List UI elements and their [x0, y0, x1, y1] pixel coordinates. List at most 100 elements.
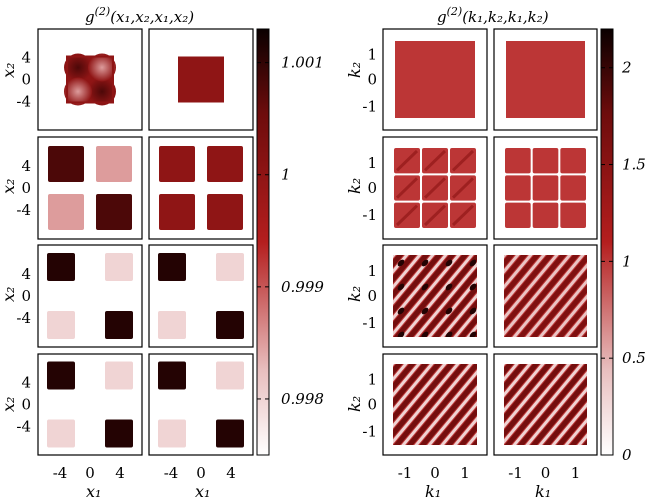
right-panel-r3c1-stripe-hi--4 — [393, 255, 430, 299]
right-panel-r4c1-stripe-hi-3 — [445, 407, 477, 445]
left-xtick-c1-1: 0 — [85, 464, 95, 482]
right-panel-r2c2-cell-1-0 — [532, 148, 559, 174]
right-panel-r4c2-stripe-lo--1 — [512, 364, 584, 445]
right-panel-r3c2-stripe-lo-4 — [577, 325, 587, 337]
right-panel-r3c2-stripe-lo-8 — [615, 235, 650, 357]
right-panel-r3c1-stripe-lo-1 — [427, 277, 477, 337]
right-panel-r3c1-stripe-hi-4 — [458, 314, 477, 337]
right-panel-r4c1-stripe-hi--5 — [393, 364, 416, 392]
right-panel-r3c2-stripe-hi-2 — [543, 284, 587, 337]
left-y-label-3: x₂ — [0, 287, 18, 302]
right-panel-r3c1-stripe-hi--6 — [393, 255, 404, 268]
right-panel-r3c1-dot-0-3 — [397, 331, 405, 337]
right-panel-r4c2-stripe-lo-3 — [564, 417, 587, 445]
right-panel-r4c1-stripes — [393, 344, 650, 465]
left-panel-r3c1-block-1 — [105, 311, 133, 339]
right-panel-r4c2-stripe-hi--2 — [504, 364, 566, 438]
right-panel-r2c2-cell-0-1 — [505, 175, 531, 201]
right-y-label-4: k₂ — [345, 396, 364, 412]
right-panel-r2c1-swirl-2-2 — [451, 204, 475, 227]
right-panel-r3c2-stripe-lo--7 — [504, 255, 507, 259]
right-panel-r4c1-stripe-lo-19 — [647, 344, 650, 465]
right-panel-r3c1-stripe-lo-19 — [647, 235, 650, 357]
right-panel-r2c1-swirl-2-1 — [451, 177, 475, 199]
right-panel-r3c1-stripe-hi-2 — [432, 283, 477, 337]
right-panel-r4c1-stripe-lo-0 — [414, 369, 477, 445]
right-x-label-1: k₁ — [425, 482, 441, 501]
right-panel-r3c1-dot-1-2 — [421, 307, 429, 315]
right-ytick-r2-0: 1 — [367, 154, 377, 172]
right-colorbar-label-4: 0 — [622, 446, 632, 464]
left-ytick-r4-2: -4 — [16, 418, 31, 436]
right-ytick-r2-1: 0 — [367, 179, 377, 197]
right-y-label-1: k₂ — [345, 62, 364, 78]
right-panel-r2c1-swirl-2-0 — [451, 149, 475, 172]
right-y-label-3: k₂ — [345, 286, 364, 302]
right-panel-r4c2-stripe-hi-4 — [569, 423, 587, 445]
right-title: g(2)(k₁,k₂,k₁,k₂) — [437, 5, 549, 26]
right-panel-r3c1-stripe-lo--7 — [393, 255, 396, 259]
right-panel-r2c2-cell-0-0 — [505, 148, 531, 174]
right-panel-r2c1-swirl-1-1 — [423, 177, 447, 199]
right-panel-r4c2-stripe-lo-1 — [538, 386, 587, 445]
right-panel-r3c2-stripe-lo--2 — [504, 255, 572, 337]
left-ytick-r1-1: 0 — [21, 71, 31, 89]
right-panel-r3c2-stripe-hi-0 — [517, 255, 587, 337]
right-panel-r3c2-stripe-lo--6 — [504, 255, 520, 274]
right-panel-r3c1-stripe-hi--3 — [393, 255, 443, 315]
left-panel-r1c1-lobe-3 — [64, 77, 92, 106]
right-panel-r3c1-dot-3-3 — [469, 331, 477, 337]
right-panel-r4c1-stripe-lo-4 — [466, 432, 477, 445]
right-panel-r2c2-cell-2-1 — [560, 175, 586, 201]
right-panel-r3c2-stripes — [504, 235, 650, 357]
right-panel-r4c2-stripe-hi--4 — [504, 364, 540, 407]
left-ytick-r3-1: 0 — [21, 287, 31, 305]
right-panel-r3c1-dot-2-0 — [445, 259, 453, 267]
right-panel-r3c1-dot-2-3 — [445, 331, 453, 337]
left-panel-r4c2-block-0 — [158, 361, 186, 390]
left-panel-r1c2-cell — [178, 56, 224, 103]
left-panel-r2c1-block-0 — [48, 146, 84, 182]
left-panel-r4c1-block-1 — [105, 419, 133, 448]
right-panel-r4c1-stripe-lo--6 — [393, 364, 408, 382]
right-panel-r4c2-stripe-hi--6 — [504, 364, 514, 376]
right-panel-r4c2-stripe-hi-2 — [543, 392, 587, 445]
right-panel-r3c1-stripe-lo--3 — [393, 255, 448, 321]
right-panel-r2c1-swirl-1-0 — [423, 149, 447, 172]
left-ytick-r2-0: 4 — [21, 157, 31, 175]
right-panel-r3c1-stripe-hi-5 — [471, 330, 477, 337]
right-panel-r3c2-stripe-hi-10 — [634, 235, 650, 357]
right-panel-r4c2-stripe-hi--1 — [504, 364, 579, 445]
right-panel-r3c1-dot-0-0 — [397, 259, 405, 267]
right-panel-r3c2-stripe-lo--1 — [512, 255, 585, 337]
right-panel-r3c1-dot-3-1 — [469, 283, 477, 291]
right-panel-r3c2-stripe-lo-1 — [538, 278, 587, 337]
right-panel-r4c2-stripe-lo-2 — [551, 402, 587, 445]
left-panel-r4c2-block-2 — [216, 361, 244, 390]
left-panel-r3c1-block-2 — [105, 253, 133, 281]
right-panel-r3c1-stripe-lo-3 — [453, 308, 477, 337]
left-panel-r1c1-lobe-2 — [88, 53, 116, 82]
left-panel-r2c2-block-0 — [159, 146, 195, 182]
right-ytick-r3-1: 0 — [367, 287, 377, 305]
left-x-label-1: x₁ — [86, 482, 101, 501]
left-ytick-r1-2: -4 — [16, 93, 31, 111]
right-panel-r3c1-stripe-lo-2 — [440, 293, 477, 337]
right-panel-r4c1-stripe-lo-1 — [427, 385, 477, 445]
right-ytick-r4-2: -1 — [362, 423, 377, 441]
right-panel-r4c2-stripe-lo-4 — [577, 433, 587, 445]
right-panel-r3c2-stripe-lo-0 — [525, 263, 587, 337]
left-xtick-c2-2: 4 — [226, 464, 236, 482]
right-panel-r4c1-stripe-hi-1 — [419, 376, 477, 445]
right-panel-r3c1-stripe-lo-4 — [466, 324, 477, 337]
right-panel-r3c2-stripe-hi-4 — [569, 316, 587, 337]
right-panel-r4c1-stripe-lo--5 — [393, 364, 421, 398]
left-ytick-r2-1: 0 — [21, 179, 31, 197]
right-panel-r3c1-stripe-lo--6 — [393, 255, 409, 274]
right-panel-r3c2-stripe-lo--3 — [504, 255, 559, 321]
right-xtick-c1-0: -1 — [398, 464, 413, 482]
right-panel-r4c2-stripe-lo--2 — [504, 364, 571, 444]
left-colorbar-label-2: 0.999 — [281, 278, 324, 296]
right-panel-r2c2-cell-2-0 — [560, 148, 586, 174]
right-panel-r3c1-dot-1-1 — [421, 283, 429, 291]
